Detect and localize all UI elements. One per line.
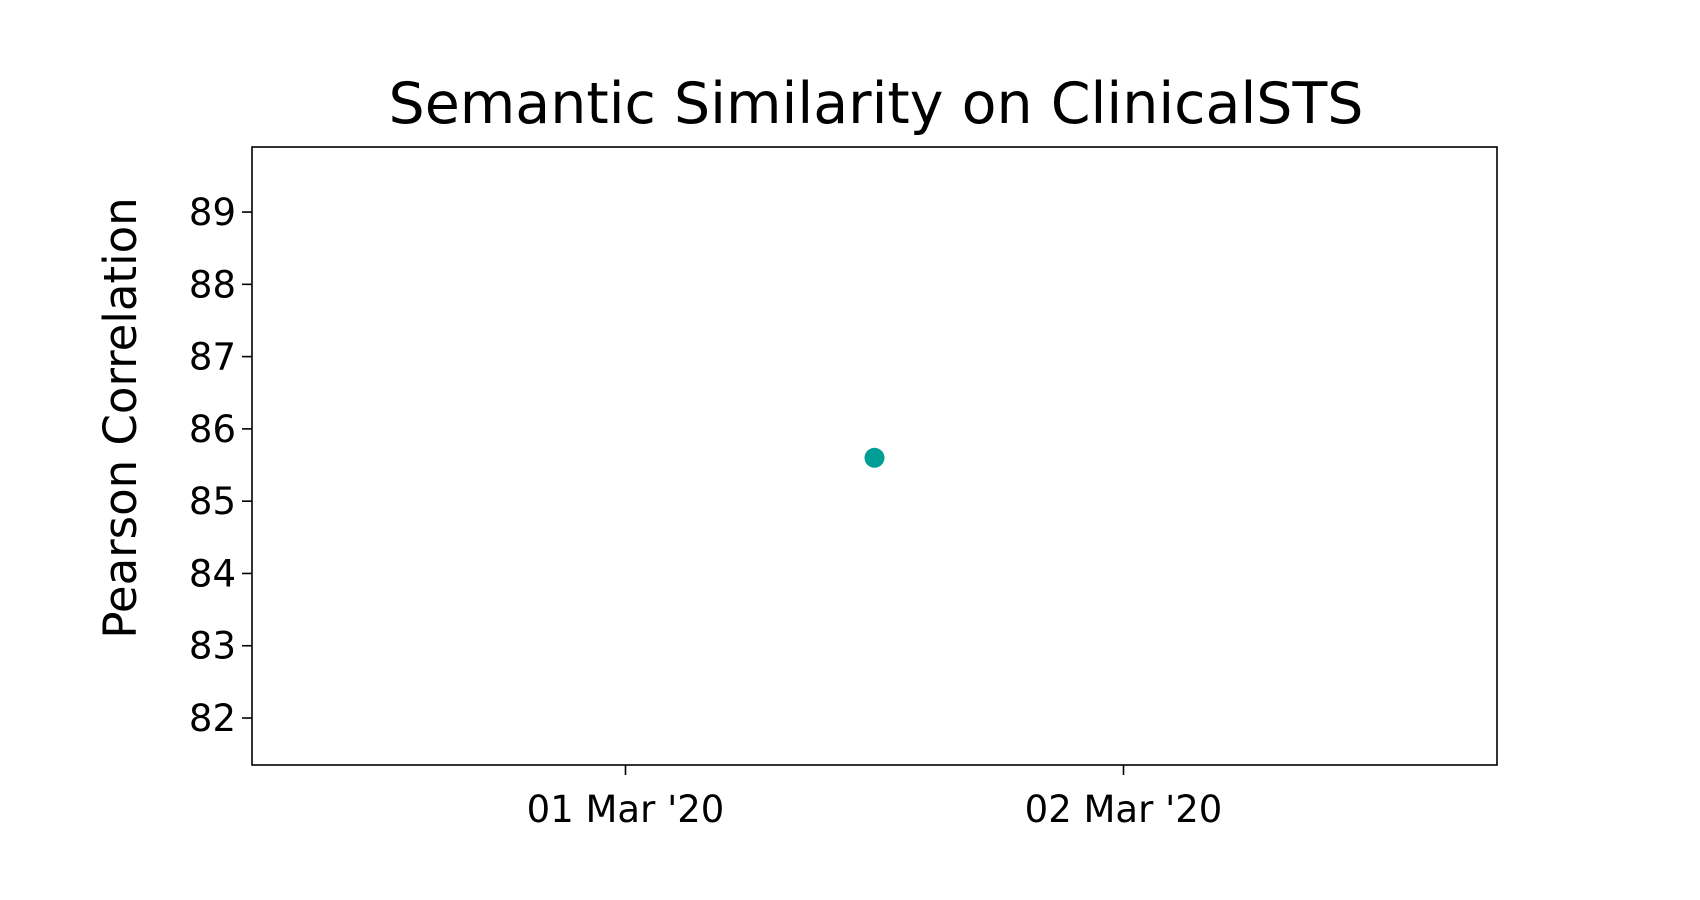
chart-title: Semantic Similarity on ClinicalSTS	[389, 71, 1364, 137]
y-tick-label: 83	[189, 625, 236, 668]
plot-area-frame	[251, 146, 1498, 766]
x-tick-label: 01 Mar '20	[527, 788, 725, 831]
y-tick-label: 89	[189, 191, 236, 234]
data-points	[864, 447, 885, 468]
y-axis-ticks: 82 83 84 85 86 87 88 89	[189, 191, 252, 740]
x-axis-ticks: 01 Mar '20 02 Mar '20	[527, 765, 1223, 831]
x-tick-label: 02 Mar '20	[1025, 788, 1223, 831]
y-axis-label: Pearson Correlation	[94, 197, 147, 638]
y-tick-label: 88	[189, 263, 236, 306]
y-tick-label: 82	[189, 697, 236, 740]
y-tick-label: 86	[189, 408, 236, 451]
data-point	[864, 447, 885, 468]
y-tick-label: 84	[189, 552, 236, 595]
y-tick-label: 87	[189, 336, 236, 379]
y-tick-label: 85	[189, 480, 236, 523]
